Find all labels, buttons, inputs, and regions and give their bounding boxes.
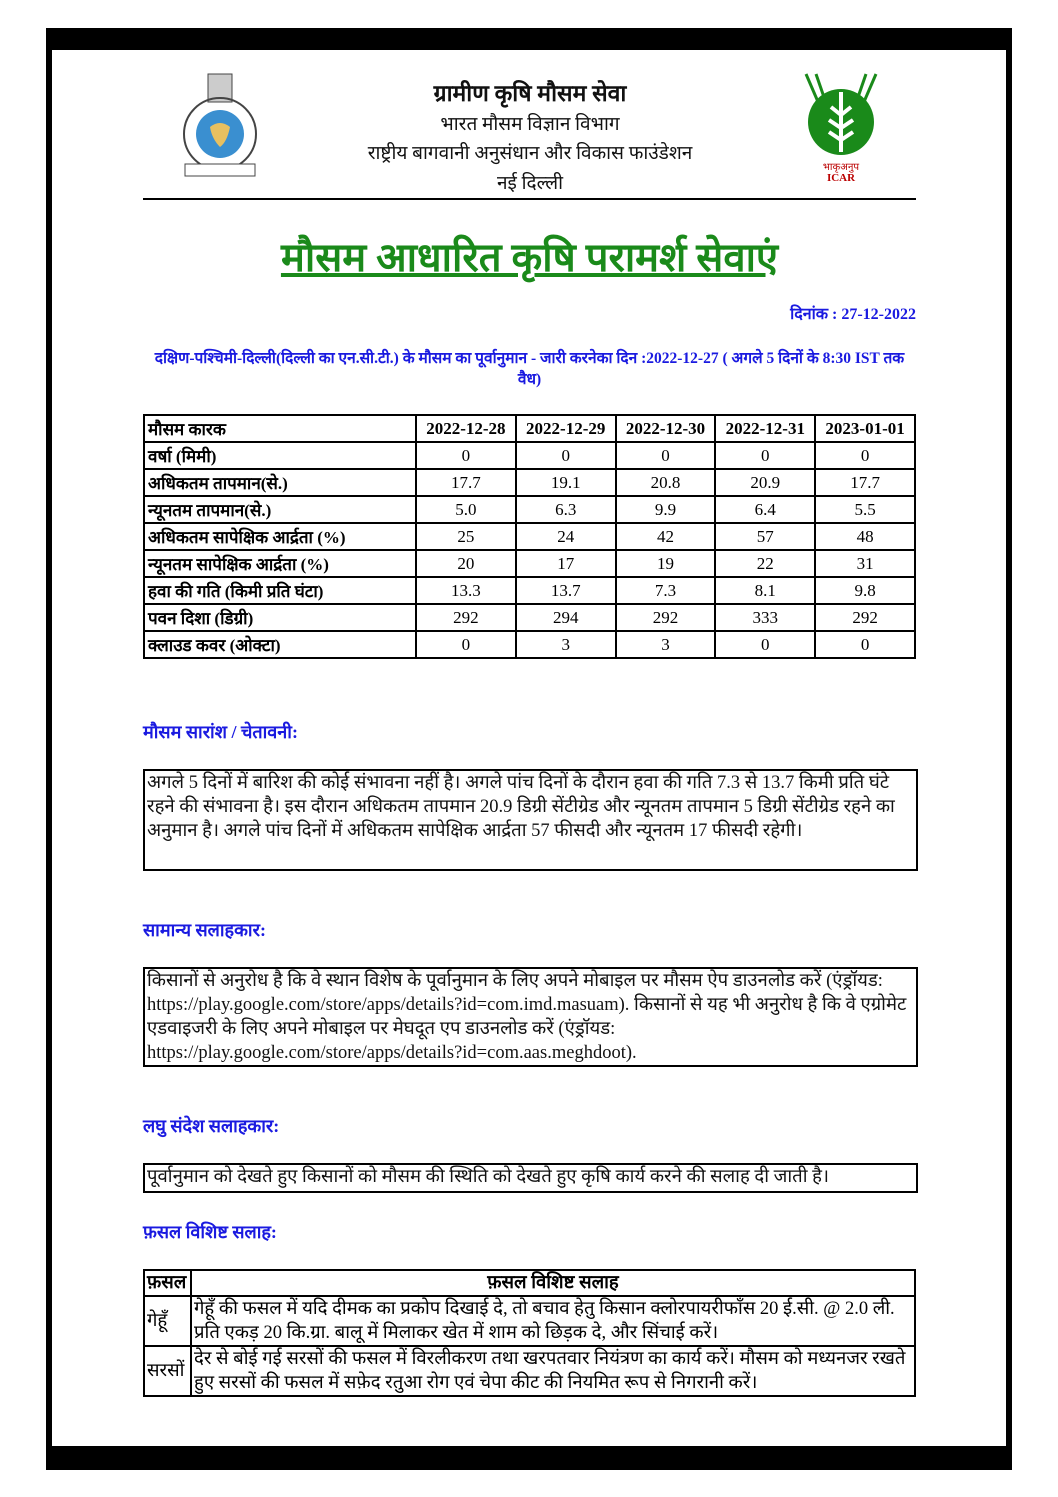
parameter-cell: वर्षा (मिमी) (143, 441, 417, 470)
value-cell: 17.7 (415, 468, 517, 497)
header-dept: भारत मौसम विज्ञान विभाग (440, 114, 620, 135)
value-cell: 3 (614, 630, 717, 659)
value-cell: 292 (614, 603, 717, 632)
table-row: क्लाउड कवर (ओक्टा) 0 3 3 0 0 (143, 630, 916, 659)
header-cell: फ़सल विशिष्ट सलाह (190, 1269, 916, 1297)
table-row: पवन दिशा (डिग्री) 292 294 292 333 292 (143, 603, 916, 632)
value-cell: 19 (614, 549, 717, 578)
value-cell: 25 (415, 522, 517, 551)
table-row: हवा की गति (किमी प्रति घंटा) 13.3 13.7 7.3 8… (143, 576, 916, 605)
header-divider (143, 198, 916, 200)
value-cell: 0 (714, 630, 817, 659)
header-cell: 2022-12-31 (714, 414, 817, 443)
table-row: अधिकतम तापमान(से.) 17.7 19.1 20.8 20.9 17.7 (143, 468, 916, 497)
header-cell: 2022-12-30 (614, 414, 717, 443)
value-cell: 5.5 (814, 495, 916, 524)
value-cell: 13.7 (514, 576, 617, 605)
page-body (52, 50, 1006, 1446)
value-cell: 292 (415, 603, 517, 632)
value-cell: 19.1 (514, 468, 617, 497)
value-cell: 7.3 (614, 576, 717, 605)
header-foundation: राष्ट्रीय बागवानी अनुसंधान और विकास फाउं… (367, 143, 693, 164)
parameter-cell: न्यूनतम सापेक्षिक आर्द्रता (%) (143, 549, 417, 578)
value-cell: 13.3 (415, 576, 517, 605)
header-cell: मौसम कारक (143, 414, 417, 443)
parameter-cell: अधिकतम तापमान(से.) (143, 468, 417, 497)
value-cell: 8.1 (714, 576, 817, 605)
table-row: गेहूँ गेहूँ की फसल में यदि दीमक का प्रको… (143, 1295, 916, 1347)
svg-text:ICAR: ICAR (827, 172, 856, 182)
value-cell: 6.4 (714, 495, 817, 524)
crop-advice: देर से बोई गई सरसों की फसल में विरलीकरण … (190, 1345, 916, 1397)
value-cell: 3 (514, 630, 617, 659)
summary-text: अगले 5 दिनों में बारिश की कोई संभावना नह… (143, 769, 918, 871)
table-row: न्यूनतम सापेक्षिक आर्द्रता (%) 20 17 19 22 31 (143, 549, 916, 578)
value-cell: 31 (814, 549, 916, 578)
issue-date: दिनांक : 27-12-2022 (790, 306, 916, 323)
value-cell: 24 (514, 522, 617, 551)
value-cell: 9.8 (814, 576, 916, 605)
value-cell: 0 (415, 630, 517, 659)
page-title: मौसम आधारित कृषि परामर्श सेवाएं (280, 235, 779, 280)
value-cell: 22 (714, 549, 817, 578)
forecast-heading: दक्षिण-पश्चिमी-दिल्ली(दिल्ली का एन.सी.टी… (154, 350, 905, 388)
value-cell: 42 (614, 522, 717, 551)
parameter-cell: अधिकतम सापेक्षिक आर्द्रता (%) (143, 522, 417, 551)
value-cell: 20 (415, 549, 517, 578)
table-header-row: फ़सल फ़सल विशिष्ट सलाह (143, 1269, 916, 1297)
header-cell: 2023-01-01 (814, 414, 916, 443)
header-city: नई दिल्ली (496, 173, 563, 194)
value-cell: 20.8 (614, 468, 717, 497)
sms-advisory-heading: लघु संदेश सलाहकार: (143, 1116, 280, 1136)
value-cell: 0 (514, 441, 617, 470)
header-cell: 2022-12-28 (415, 414, 517, 443)
value-cell: 17 (514, 549, 617, 578)
value-cell: 333 (714, 603, 817, 632)
value-cell: 0 (614, 441, 717, 470)
summary-heading: मौसम सारांश / चेतावनी: (143, 722, 298, 742)
value-cell: 0 (415, 441, 517, 470)
header-cell: फ़सल (143, 1269, 192, 1297)
value-cell: 0 (714, 441, 817, 470)
header-org: ग्रामीण कृषि मौसम सेवा (433, 81, 627, 106)
table-row: सरसों देर से बोई गई सरसों की फसल में विर… (143, 1345, 916, 1397)
value-cell: 6.3 (514, 495, 617, 524)
value-cell: 48 (814, 522, 916, 551)
value-cell: 5.0 (415, 495, 517, 524)
crop-advisory-heading: फ़सल विशिष्ट सलाह: (143, 1222, 277, 1242)
general-advisory-heading: सामान्य सलाहकार: (143, 920, 266, 940)
table-row: वर्षा (मिमी) 0 0 0 0 0 (143, 441, 916, 470)
value-cell: 0 (814, 441, 916, 470)
crop-name: गेहूँ (143, 1295, 192, 1347)
parameter-cell: हवा की गति (किमी प्रति घंटा) (143, 576, 417, 605)
value-cell: 20.9 (714, 468, 817, 497)
value-cell: 17.7 (814, 468, 916, 497)
crop-advice: गेहूँ की फसल में यदि दीमक का प्रकोप दिखा… (190, 1295, 916, 1347)
header-cell: 2022-12-29 (514, 414, 617, 443)
value-cell: 0 (814, 630, 916, 659)
imd-emblem-logo (183, 73, 257, 177)
crop-name: सरसों (143, 1345, 192, 1397)
parameter-cell: क्लाउड कवर (ओक्टा) (143, 630, 417, 659)
crop-advisory-table: फ़सल फ़सल विशिष्ट सलाह गेहूँ गेहूँ की फस… (143, 1269, 916, 1397)
svg-text:भाकृअनुप: भाकृअनुप (823, 162, 859, 173)
value-cell: 294 (514, 603, 617, 632)
value-cell: 9.9 (614, 495, 717, 524)
value-cell: 57 (714, 522, 817, 551)
parameter-cell: न्यूनतम तापमान(से.) (143, 495, 417, 524)
sms-advisory-text: पूर्वानुमान को देखते हुए किसानों को मौसम… (143, 1163, 918, 1193)
general-advisory-text: किसानों से अनुरोध है कि वे स्थान विशेष क… (143, 967, 918, 1067)
icar-logo: भाकृअनुप ICAR (804, 73, 878, 182)
table-row: अधिकतम सापेक्षिक आर्द्रता (%) 25 24 42 57 48 (143, 522, 916, 551)
weather-forecast-table: मौसम कारक 2022-12-28 2022-12-29 2022-12-… (143, 414, 916, 659)
table-header-row: मौसम कारक 2022-12-28 2022-12-29 2022-12-… (143, 414, 916, 443)
table-row: न्यूनतम तापमान(से.) 5.0 6.3 9.9 6.4 5.5 (143, 495, 916, 524)
parameter-cell: पवन दिशा (डिग्री) (143, 603, 417, 632)
value-cell: 292 (814, 603, 916, 632)
